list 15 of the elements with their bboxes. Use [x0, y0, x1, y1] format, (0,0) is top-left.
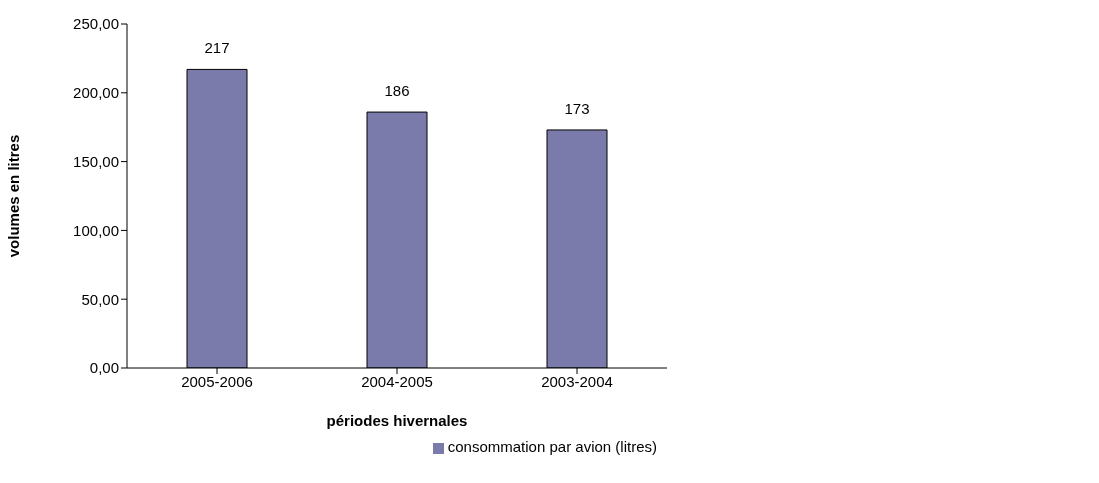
x-tick-label: 2003-2004 — [541, 372, 613, 390]
x-tick-label: 2004-2005 — [361, 372, 433, 390]
x-tick-label: 2005-2006 — [181, 372, 253, 390]
y-tick-label: 50,00 — [81, 290, 119, 308]
y-axis-title: volumes en litres — [5, 134, 23, 258]
y-tick-label: 0,00 — [89, 359, 119, 377]
data-label: 173 — [564, 99, 590, 117]
y-tick-label: 250,00 — [73, 15, 119, 33]
y-tick-label: 150,00 — [73, 152, 119, 170]
y-tick-label: 100,00 — [73, 221, 119, 239]
y-tick-label: 200,00 — [73, 84, 119, 102]
data-label: 217 — [204, 39, 230, 57]
legend-label: consommation par avion (litres) — [447, 438, 657, 455]
data-label: 186 — [384, 82, 410, 100]
x-axis-title: périodes hivernales — [326, 412, 468, 429]
